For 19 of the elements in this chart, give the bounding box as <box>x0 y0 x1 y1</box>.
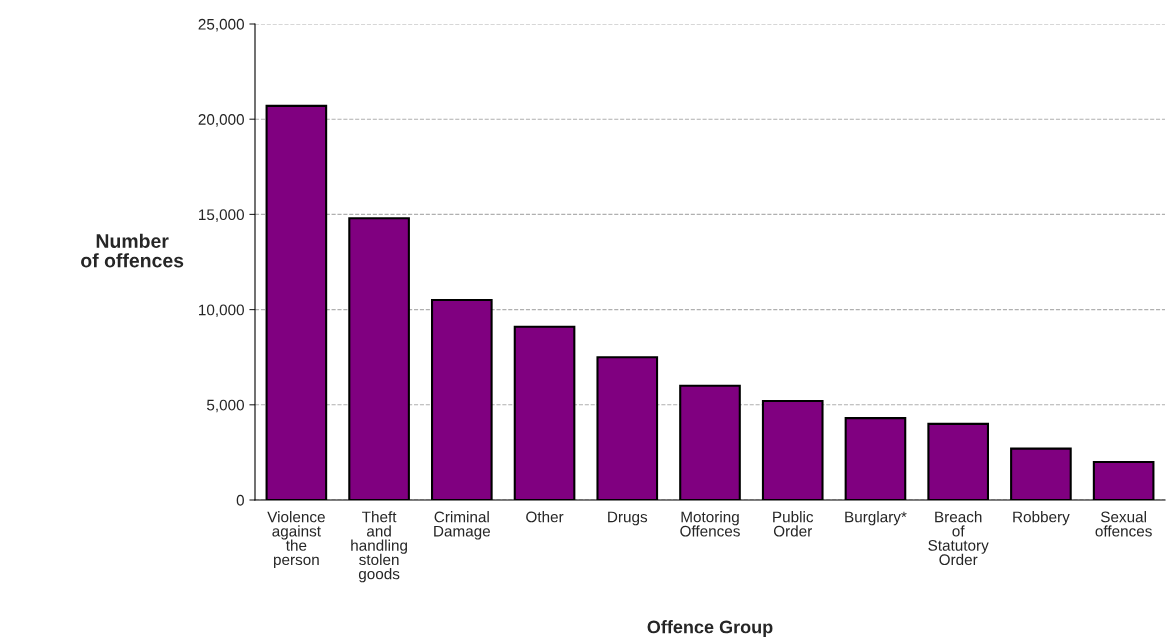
x-tick-label: Drugs <box>608 511 648 526</box>
x-tick-label: Public Order <box>773 511 814 537</box>
x-axis-title: Offence Group <box>647 620 773 637</box>
x-tick-label: Violence against the person <box>267 511 325 569</box>
y-tick-label: 20,000 <box>198 114 244 127</box>
x-tick-label: Breach of Statutory Order <box>928 511 989 566</box>
y-tick-label: 25,000 <box>198 18 244 32</box>
y-axis-title: Number of offences <box>81 233 184 268</box>
y-tick-label: 15,000 <box>199 209 244 222</box>
x-tick-label: Sexual offences <box>1095 511 1152 537</box>
x-tick-label: Other <box>526 511 564 523</box>
x-tick-label: Theft and handling stolen goods <box>351 511 407 583</box>
y-tick-label: 10,000 <box>199 304 244 318</box>
y-tick-label: 5,000 <box>206 399 244 413</box>
x-tick-label: Burglary* <box>845 511 907 526</box>
x-tick-label: Motoring Offences <box>680 511 740 537</box>
x-tick-label: Criminal Damage <box>434 511 491 540</box>
y-tick-label: 0 <box>236 494 244 506</box>
x-tick-label: Robbery <box>1013 511 1070 526</box>
